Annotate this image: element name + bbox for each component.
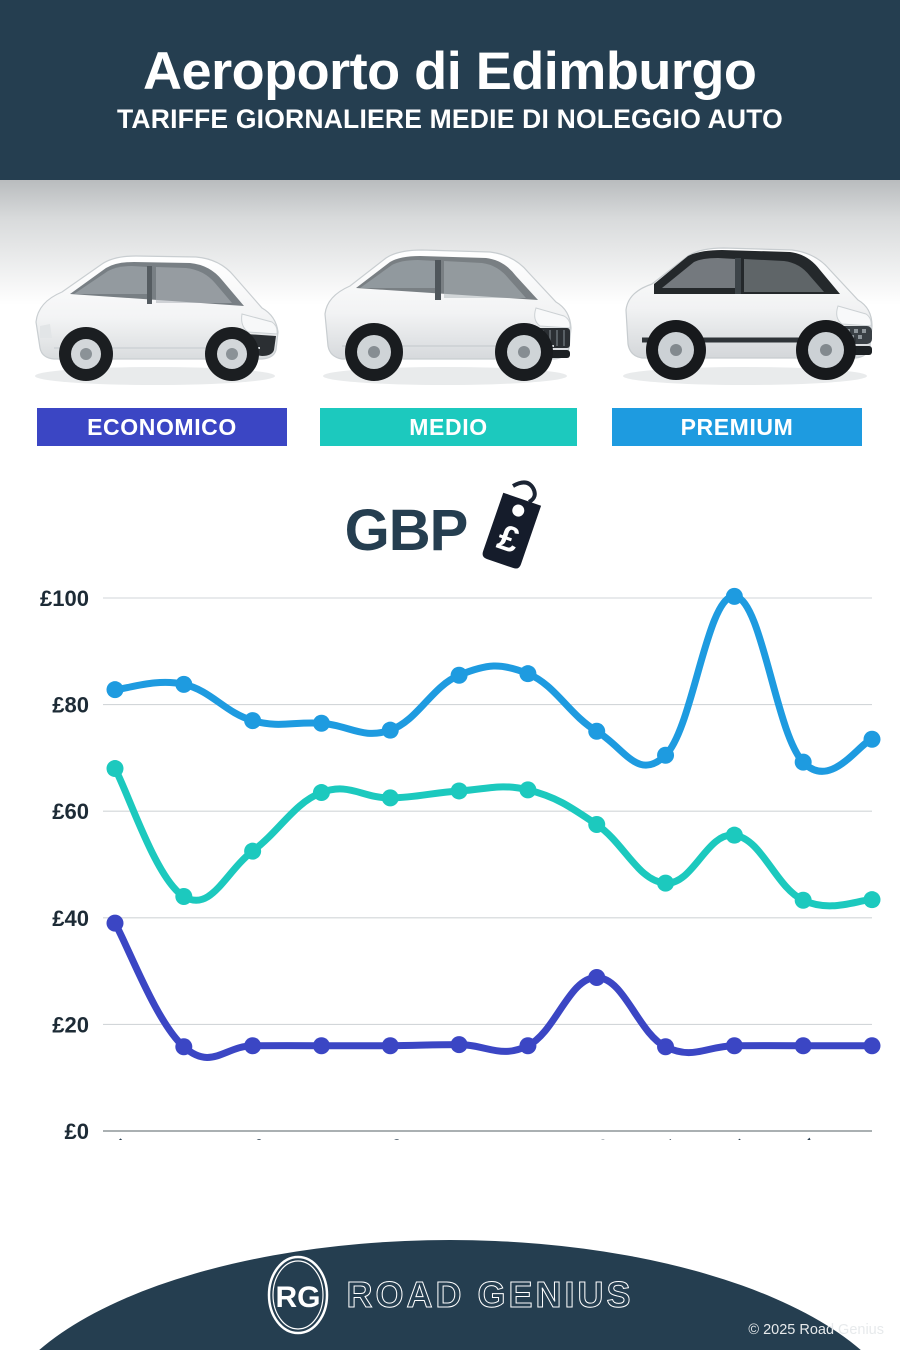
svg-text:RG: RG <box>276 1281 321 1314</box>
footer: RG ROAD GENIUS © 2025 Road Genius <box>0 1240 900 1350</box>
data-point <box>106 914 124 932</box>
page-title: Aeroporto di Edimburgo <box>143 42 757 101</box>
data-point <box>381 789 399 807</box>
data-point <box>657 874 675 892</box>
data-point <box>725 587 743 605</box>
data-point <box>794 753 812 771</box>
chart-series <box>106 587 881 1061</box>
data-point <box>312 714 330 732</box>
data-point <box>519 781 537 799</box>
x-axis-tick-label: SET <box>641 1136 683 1140</box>
page-subtitle: TARIFFE GIORNALIERE MEDIE DI NOLEGGIO AU… <box>116 104 783 134</box>
x-axis-tick-label: GIU <box>436 1138 475 1140</box>
currency-code: GBP <box>344 498 469 563</box>
x-axis-tick-label: LUG <box>502 1136 546 1140</box>
y-axis-tick-label: £80 <box>52 693 89 718</box>
data-point <box>175 887 193 905</box>
data-point <box>312 1037 330 1055</box>
brand-name: ROAD GENIUS <box>346 1274 634 1316</box>
vehicle-category-band: ECONOMICO MEDIO PREMIUM <box>0 180 900 452</box>
line-chart: £0 £20 £40 £60 £80 £100 GEN FEB MAR APR MAG GIU LUG… <box>0 575 900 1140</box>
x-axis-tick-label: FEB <box>159 1136 201 1140</box>
data-point <box>519 665 537 683</box>
data-point <box>519 1037 537 1055</box>
price-tag-icon: £ <box>482 480 542 569</box>
data-point <box>725 826 743 844</box>
data-point <box>106 681 124 699</box>
data-point <box>244 712 262 730</box>
y-axis-tick-label: £20 <box>52 1012 89 1037</box>
data-point <box>450 782 468 800</box>
data-point <box>175 675 193 693</box>
chart-y-axis: £0 £20 £40 £60 £80 £100 <box>40 586 89 1140</box>
series-line-economico <box>111 919 876 1061</box>
category-badge-economico: ECONOMICO <box>37 408 287 446</box>
data-point <box>725 1037 743 1055</box>
data-point <box>863 730 881 748</box>
data-point <box>106 760 124 778</box>
x-axis-tick-label: GEN <box>89 1135 134 1140</box>
data-point <box>863 1037 881 1055</box>
data-point <box>312 784 330 802</box>
x-axis-tick-label: APR <box>296 1136 340 1140</box>
y-axis-tick-label: £40 <box>52 906 89 931</box>
data-point <box>588 968 606 986</box>
data-point <box>657 1038 675 1056</box>
data-point <box>381 1037 399 1055</box>
x-axis-tick-label: MAR <box>226 1134 272 1140</box>
data-point <box>450 666 468 684</box>
hatchback-car-icon <box>10 230 300 390</box>
data-point <box>863 891 881 909</box>
data-point <box>381 721 399 739</box>
data-point <box>244 1037 262 1055</box>
data-point <box>588 722 606 740</box>
category-label: ECONOMICO <box>87 413 237 440</box>
luxury-suv-car-icon <box>600 230 890 390</box>
data-point <box>794 891 812 909</box>
mid-suv-car-icon <box>300 230 590 390</box>
category-badge-premium: PREMIUM <box>612 408 862 446</box>
x-axis-tick-label: MAG <box>363 1134 410 1140</box>
chart-gridlines <box>103 597 872 1132</box>
category-badge-medio: MEDIO <box>320 408 577 446</box>
road-genius-logo-icon: RG <box>268 1255 329 1335</box>
x-axis-tick-label: OTT <box>710 1136 753 1140</box>
x-axis-tick-label: NOV <box>777 1135 822 1140</box>
data-point <box>657 746 675 764</box>
chart-x-axis: GEN FEB MAR APR MAG GIU LUG AGO SET OTT NOV DIC <box>89 1134 888 1140</box>
series-line-premium <box>111 592 876 775</box>
data-point <box>244 842 262 860</box>
currency-indicator: GBP £ <box>0 470 900 580</box>
data-point <box>175 1038 193 1056</box>
x-axis-tick-label: AGO <box>570 1135 616 1140</box>
y-axis-tick-label: £100 <box>40 586 89 611</box>
header-banner: Aeroporto di Edimburgo TARIFFE GIORNALIE… <box>0 0 900 180</box>
series-line-medio <box>111 765 876 910</box>
y-axis-tick-label: £0 <box>65 1119 89 1140</box>
data-point <box>450 1036 468 1054</box>
data-point <box>794 1037 812 1055</box>
x-axis-tick-label: DIC <box>849 1138 888 1140</box>
category-label: PREMIUM <box>680 413 794 440</box>
y-axis-tick-label: £60 <box>52 799 89 824</box>
data-point <box>588 816 606 834</box>
copyright-text: © 2025 Road Genius <box>748 1322 884 1338</box>
category-label: MEDIO <box>409 413 488 440</box>
